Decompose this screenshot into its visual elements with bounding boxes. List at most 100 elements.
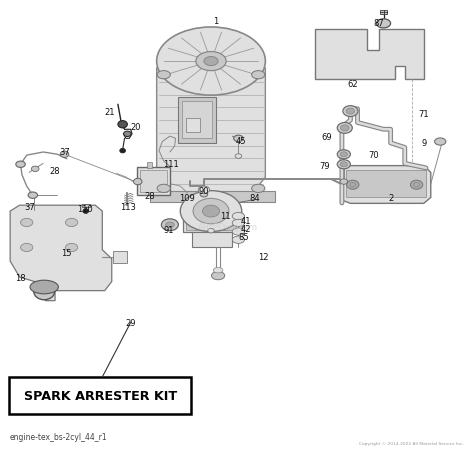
- Text: 37: 37: [25, 202, 36, 212]
- Ellipse shape: [232, 228, 245, 236]
- Ellipse shape: [157, 71, 170, 80]
- Ellipse shape: [28, 192, 37, 199]
- Text: 42: 42: [240, 224, 251, 233]
- Bar: [9, 377, 191, 415]
- Polygon shape: [156, 69, 265, 196]
- Ellipse shape: [343, 106, 358, 117]
- Ellipse shape: [156, 28, 265, 96]
- Text: 85: 85: [239, 232, 249, 241]
- Text: 111: 111: [163, 160, 179, 168]
- Ellipse shape: [337, 123, 352, 134]
- Text: 69: 69: [321, 132, 332, 141]
- Bar: [147, 163, 152, 168]
- Ellipse shape: [161, 219, 178, 231]
- Ellipse shape: [83, 209, 89, 214]
- Ellipse shape: [31, 167, 39, 172]
- Bar: [346, 171, 426, 198]
- Text: Copyright © 2014-2022 All Material Service Inc.: Copyright © 2014-2022 All Material Servi…: [359, 441, 464, 445]
- Text: ARtPDiagram: ARtPDiagram: [198, 223, 257, 232]
- Text: 87: 87: [374, 19, 384, 28]
- Ellipse shape: [346, 181, 359, 190]
- Text: 2: 2: [388, 193, 393, 202]
- Bar: [192, 232, 232, 248]
- Ellipse shape: [30, 281, 58, 294]
- Ellipse shape: [118, 121, 128, 129]
- Ellipse shape: [20, 244, 33, 252]
- Text: 79: 79: [319, 162, 330, 171]
- Text: 29: 29: [126, 318, 136, 327]
- Ellipse shape: [232, 237, 245, 244]
- Text: 90: 90: [199, 187, 209, 196]
- Text: 28: 28: [144, 191, 155, 200]
- Bar: [182, 214, 242, 233]
- Polygon shape: [341, 166, 431, 204]
- Text: 91: 91: [163, 225, 174, 234]
- Ellipse shape: [180, 191, 242, 232]
- Text: 113: 113: [120, 202, 136, 212]
- Bar: [178, 98, 216, 144]
- Bar: [82, 204, 90, 208]
- Ellipse shape: [60, 152, 69, 158]
- Ellipse shape: [341, 126, 349, 131]
- Ellipse shape: [65, 244, 78, 252]
- Text: 28: 28: [50, 167, 60, 175]
- Ellipse shape: [65, 219, 78, 227]
- Ellipse shape: [252, 71, 265, 80]
- Text: 20: 20: [130, 123, 141, 132]
- Ellipse shape: [232, 213, 245, 220]
- Text: 110: 110: [77, 205, 93, 214]
- Ellipse shape: [208, 229, 214, 233]
- Ellipse shape: [198, 187, 210, 194]
- Ellipse shape: [346, 109, 355, 115]
- Text: 45: 45: [236, 137, 246, 146]
- Ellipse shape: [235, 154, 242, 159]
- Ellipse shape: [193, 199, 229, 224]
- Text: 41: 41: [240, 216, 251, 225]
- Text: 70: 70: [369, 151, 379, 159]
- Bar: [140, 171, 167, 192]
- Bar: [182, 102, 212, 139]
- Ellipse shape: [213, 268, 223, 273]
- Ellipse shape: [211, 272, 225, 280]
- Ellipse shape: [202, 206, 219, 217]
- Bar: [137, 167, 170, 196]
- Polygon shape: [315, 30, 424, 80]
- Ellipse shape: [200, 192, 208, 197]
- Ellipse shape: [340, 162, 347, 167]
- Bar: [150, 191, 275, 202]
- Ellipse shape: [157, 185, 170, 193]
- Text: engine-tex_bs-2cyl_44_r1: engine-tex_bs-2cyl_44_r1: [9, 432, 107, 440]
- Text: 1: 1: [213, 17, 219, 25]
- Text: 21: 21: [104, 107, 115, 116]
- Ellipse shape: [124, 132, 131, 137]
- Text: 9: 9: [421, 139, 426, 148]
- Text: 18: 18: [15, 273, 26, 282]
- Ellipse shape: [16, 162, 25, 168]
- Text: 15: 15: [61, 248, 71, 257]
- Text: 71: 71: [419, 110, 429, 119]
- Ellipse shape: [435, 139, 446, 146]
- Text: 109: 109: [180, 193, 195, 202]
- Text: 12: 12: [258, 253, 268, 262]
- Bar: [380, 10, 387, 15]
- Ellipse shape: [204, 57, 218, 66]
- Bar: [113, 251, 128, 264]
- Ellipse shape: [20, 219, 33, 227]
- Ellipse shape: [337, 151, 350, 159]
- Polygon shape: [10, 206, 112, 301]
- Text: SPARK ARRESTER KIT: SPARK ARRESTER KIT: [24, 389, 177, 402]
- Ellipse shape: [340, 179, 347, 185]
- Ellipse shape: [232, 220, 245, 227]
- Ellipse shape: [376, 20, 391, 29]
- Bar: [186, 119, 200, 132]
- Ellipse shape: [234, 136, 243, 142]
- Ellipse shape: [120, 149, 126, 153]
- Ellipse shape: [252, 185, 265, 193]
- Ellipse shape: [196, 52, 226, 71]
- Ellipse shape: [337, 160, 350, 169]
- Text: 84: 84: [250, 193, 260, 202]
- Text: 37: 37: [59, 148, 70, 157]
- Ellipse shape: [165, 222, 174, 228]
- Ellipse shape: [340, 152, 347, 157]
- Ellipse shape: [34, 284, 55, 300]
